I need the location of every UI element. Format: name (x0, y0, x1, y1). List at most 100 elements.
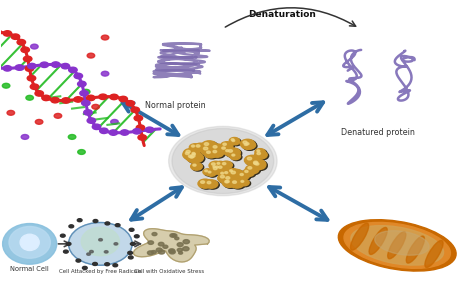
Circle shape (226, 180, 229, 183)
Circle shape (148, 241, 154, 244)
Text: Denaturation: Denaturation (248, 10, 316, 19)
Circle shape (87, 95, 95, 101)
Ellipse shape (69, 223, 132, 265)
Circle shape (191, 154, 195, 157)
Circle shape (196, 145, 200, 147)
Circle shape (256, 152, 269, 160)
Circle shape (175, 237, 179, 240)
Circle shape (62, 98, 70, 103)
Circle shape (232, 140, 241, 146)
Circle shape (208, 171, 218, 177)
Ellipse shape (406, 236, 424, 263)
Circle shape (189, 154, 205, 164)
Circle shape (245, 155, 260, 165)
Circle shape (224, 171, 235, 178)
Circle shape (2, 83, 10, 88)
Circle shape (61, 234, 65, 237)
Circle shape (25, 66, 34, 71)
Circle shape (0, 65, 1, 70)
Circle shape (206, 181, 219, 189)
Circle shape (204, 150, 218, 158)
Ellipse shape (374, 231, 429, 255)
Circle shape (223, 143, 227, 145)
Text: Normal protein: Normal protein (146, 101, 206, 110)
Ellipse shape (20, 234, 39, 250)
Circle shape (211, 166, 224, 174)
Circle shape (231, 180, 246, 189)
Circle shape (203, 147, 208, 150)
Circle shape (198, 179, 212, 188)
Circle shape (257, 152, 261, 154)
Circle shape (246, 165, 259, 174)
Circle shape (213, 150, 217, 153)
Circle shape (211, 165, 221, 171)
Circle shape (101, 71, 109, 76)
Circle shape (51, 98, 59, 103)
Ellipse shape (3, 223, 57, 264)
Circle shape (17, 40, 26, 45)
Circle shape (247, 157, 252, 160)
Circle shape (21, 47, 29, 53)
Circle shape (243, 141, 255, 149)
Circle shape (110, 94, 118, 100)
Circle shape (191, 152, 202, 159)
Circle shape (92, 104, 100, 109)
Circle shape (76, 259, 81, 262)
Text: Cell with Oxidative Stress: Cell with Oxidative Stress (134, 268, 204, 274)
Circle shape (220, 161, 232, 169)
Circle shape (231, 154, 242, 161)
Circle shape (126, 101, 135, 106)
Circle shape (133, 129, 141, 134)
Circle shape (114, 243, 118, 245)
Circle shape (188, 153, 203, 163)
Circle shape (158, 250, 164, 254)
Circle shape (92, 124, 101, 130)
Circle shape (219, 174, 234, 184)
Circle shape (213, 146, 217, 148)
Circle shape (169, 126, 277, 196)
Circle shape (186, 150, 190, 153)
Circle shape (205, 180, 218, 188)
Circle shape (230, 179, 244, 188)
Circle shape (243, 141, 247, 143)
Circle shape (219, 166, 222, 168)
Circle shape (30, 84, 39, 89)
Circle shape (120, 130, 129, 135)
Circle shape (131, 107, 139, 112)
Circle shape (229, 137, 239, 144)
Circle shape (225, 180, 238, 188)
Circle shape (228, 169, 244, 179)
Circle shape (239, 173, 251, 180)
Text: Cell Attacked by Free Radicals: Cell Attacked by Free Radicals (59, 268, 142, 274)
Circle shape (226, 150, 229, 152)
Circle shape (87, 53, 95, 58)
Circle shape (231, 139, 234, 140)
Circle shape (212, 167, 226, 175)
Circle shape (226, 177, 230, 179)
Circle shape (201, 141, 217, 151)
Circle shape (242, 140, 256, 150)
Circle shape (211, 163, 215, 165)
Circle shape (3, 31, 12, 36)
Circle shape (257, 150, 260, 152)
Circle shape (210, 162, 224, 171)
Circle shape (231, 171, 236, 174)
Circle shape (15, 65, 24, 70)
Circle shape (192, 153, 195, 154)
Circle shape (17, 65, 24, 70)
Circle shape (230, 153, 240, 160)
Circle shape (128, 251, 133, 254)
Circle shape (186, 154, 199, 162)
Circle shape (27, 75, 36, 81)
Circle shape (221, 172, 224, 174)
Circle shape (253, 161, 265, 169)
Circle shape (241, 181, 244, 182)
Circle shape (101, 35, 109, 40)
Circle shape (191, 145, 202, 152)
Circle shape (222, 147, 225, 149)
Circle shape (245, 170, 248, 172)
Circle shape (27, 63, 36, 69)
Circle shape (31, 44, 38, 49)
Circle shape (202, 146, 218, 156)
Circle shape (206, 150, 219, 159)
